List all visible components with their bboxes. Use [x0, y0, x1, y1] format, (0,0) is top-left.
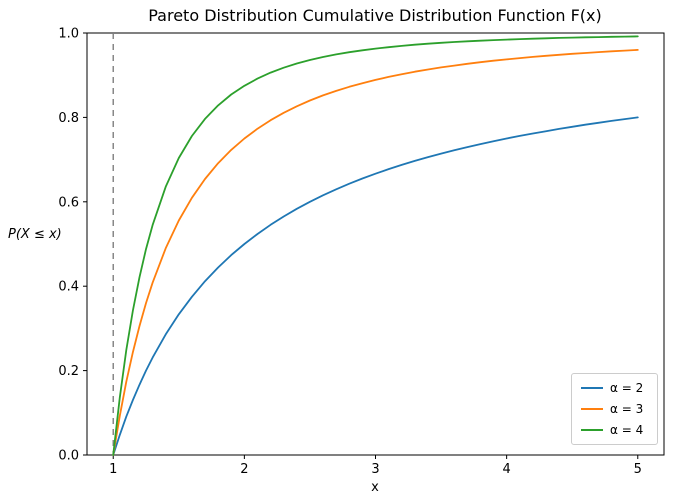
legend-line-sample	[581, 408, 603, 410]
x-tick-label: 4	[502, 462, 510, 477]
legend-label: α = 4	[610, 423, 644, 437]
x-axis-label: x	[371, 480, 379, 495]
y-tick-label: 0.6	[58, 195, 79, 210]
legend-label: α = 2	[610, 381, 644, 395]
y-tick-label: 1.0	[58, 27, 79, 42]
x-tick-label: 1	[109, 462, 117, 477]
y-axis-label: P(X ≤ x)	[8, 227, 62, 242]
plot-area	[86, 32, 665, 456]
y-tick-label: 0.8	[58, 111, 79, 126]
series-lines	[112, 33, 639, 456]
axis-ticks: 1 2 3 4 5 0.0 0.2 0.4 0.6 0.8 1.0	[58, 27, 642, 478]
x-tick-label: 3	[371, 462, 379, 477]
legend-label: α = 3	[610, 402, 644, 416]
x-tick-label: 2	[240, 462, 248, 477]
legend-line-sample	[581, 387, 603, 389]
series-line-0	[112, 116, 639, 456]
y-tick-label: 0.0	[58, 449, 79, 464]
legend-line-sample	[581, 429, 603, 431]
y-tick-label: 0.4	[58, 280, 79, 295]
chart-title: Pareto Distribution Cumulative Distribut…	[148, 6, 602, 25]
x-tick-label: 5	[634, 462, 642, 477]
series-line-1	[112, 49, 639, 456]
series-line-2	[112, 35, 639, 456]
legend-entry-2: α = 4	[581, 423, 648, 437]
legend: α = 2 α = 3 α = 4	[571, 373, 658, 445]
y-tick-label: 0.2	[58, 364, 79, 379]
legend-entry-0: α = 2	[581, 381, 648, 395]
legend-entry-1: α = 3	[581, 402, 648, 416]
